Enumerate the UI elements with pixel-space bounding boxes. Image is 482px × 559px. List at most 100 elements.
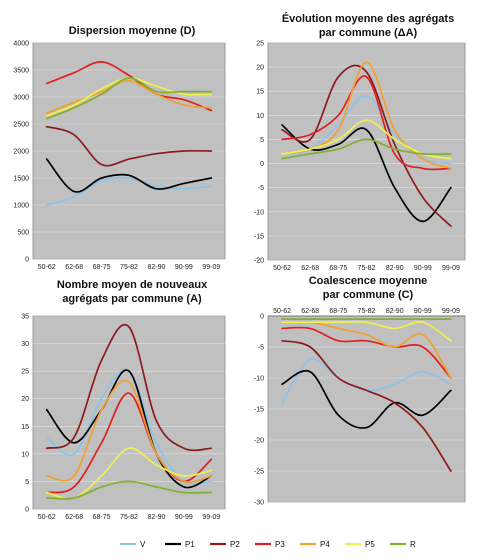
x-tick-label: 75-82 [120, 514, 138, 521]
y-tick-label: 30 [21, 341, 29, 348]
x-tick-label: 68-75 [329, 308, 347, 315]
x-tick-label: 99-09 [442, 265, 460, 272]
legend-label-v: V [140, 540, 146, 549]
y-tick-label: 0 [260, 161, 264, 168]
x-tick-label: 99-09 [202, 264, 220, 271]
x-tick-label: 68-75 [329, 265, 347, 272]
series-line-r [281, 138, 452, 160]
y-tick-label: -30 [254, 500, 264, 507]
series-line-p1 [45, 369, 213, 489]
y-tick-label: -20 [254, 258, 264, 265]
x-tick-label: 68-75 [93, 264, 111, 271]
series-line-p2 [45, 323, 213, 452]
x-tick-label: 75-82 [120, 264, 138, 271]
series-line-p2 [281, 64, 452, 228]
x-tick-label: 90-99 [175, 264, 193, 271]
x-tick-label: 82-90 [386, 308, 404, 315]
series-line-r [45, 480, 213, 500]
series-line-p3 [281, 75, 452, 171]
legend-label-p4: P4 [320, 540, 330, 549]
y-tick-label: 500 [17, 230, 29, 237]
y-tick-label: -5 [258, 345, 264, 352]
x-tick-label: 99-09 [442, 308, 460, 315]
x-tick-label: 50-62 [273, 308, 291, 315]
legend-label-p5: P5 [365, 540, 375, 549]
x-tick-label: 75-82 [358, 265, 376, 272]
x-tick-label: 75-82 [358, 308, 376, 315]
series-line-p2 [45, 125, 213, 167]
y-tick-label: 1000 [13, 203, 29, 210]
y-tick-label: 15 [256, 89, 264, 96]
x-tick-label: 62-68 [65, 514, 83, 521]
x-tick-label: 50-62 [273, 265, 291, 272]
x-tick-label: 90-99 [414, 265, 432, 272]
y-tick-label: 0 [25, 257, 29, 264]
y-tick-label: 5 [25, 479, 29, 486]
chart-title: Dispersion moyenne (D) [69, 25, 196, 37]
y-tick-label: 25 [256, 41, 264, 48]
y-tick-label: 0 [25, 507, 29, 514]
legend: V P1 P2 P3 P4 P5 R [120, 540, 416, 549]
legend-label-p3: P3 [275, 540, 285, 549]
x-tick-label: 62-68 [301, 265, 319, 272]
chart-title-line: agrégats par commune (A) [62, 293, 202, 305]
series-line-p1 [281, 369, 452, 429]
x-tick-label: 99-09 [202, 514, 220, 521]
y-tick-label: 20 [21, 396, 29, 403]
chart-panel-3: Nombre moyen de nouveaux agrégats par com… [21, 279, 226, 521]
y-tick-label: 35 [21, 314, 29, 321]
y-tick-label: -10 [254, 209, 264, 216]
series-line-p4 [45, 79, 213, 115]
y-tick-label: -5 [258, 185, 264, 192]
y-tick-label: 1500 [13, 176, 29, 183]
x-tick-label: 50-62 [38, 514, 56, 521]
legend-label-r: R [410, 540, 416, 549]
chart-title-line: Évolution moyenne des agrégats [282, 12, 454, 25]
chart-title: Coalescence moyenne par commune (C) [309, 275, 428, 301]
x-tick-label: 50-62 [38, 264, 56, 271]
y-tick-label: 25 [21, 369, 29, 376]
x-tick-label: 62-68 [65, 264, 83, 271]
chart-panel-1: Dispersion moyenne (D) 0 500 1000 1500 2000 25… [13, 25, 226, 271]
chart-title-line: par commune (ΔA) [319, 27, 418, 39]
y-tick-label: -25 [254, 469, 264, 476]
y-tick-label: -20 [254, 438, 264, 445]
series-line-p1 [45, 158, 213, 193]
series-line-p2 [281, 339, 452, 472]
y-tick-label: 3500 [13, 68, 29, 75]
x-tick-label: 82-90 [147, 514, 165, 521]
y-tick-label: 15 [21, 424, 29, 431]
series-line-p3 [45, 61, 213, 112]
y-tick-label: 3000 [13, 95, 29, 102]
legend-label-p2: P2 [230, 540, 240, 549]
y-tick-label: 0 [260, 314, 264, 321]
y-tick-label: -15 [254, 233, 264, 240]
chart-title-line: Nombre moyen de nouveaux [57, 279, 208, 291]
y-tick-label: 20 [256, 65, 264, 72]
chart-title: Évolution moyenne des agrégats par commun… [282, 12, 454, 39]
chart-panel-4: Coalescence moyenne par commune (C) -30 -25… [254, 275, 466, 507]
chart-title-line: Coalescence moyenne [309, 275, 428, 287]
x-tick-label: 90-99 [414, 308, 432, 315]
y-tick-label: 10 [256, 113, 264, 120]
series-line-p5 [281, 320, 452, 342]
x-tick-label: 68-75 [93, 514, 111, 521]
x-tick-label: 82-90 [386, 265, 404, 272]
y-tick-label: 5 [260, 137, 264, 144]
y-tick-label: 10 [21, 451, 29, 458]
series-line-v [45, 176, 213, 206]
legend-label-p1: P1 [185, 540, 195, 549]
y-tick-label: 2500 [13, 122, 29, 129]
y-tick-label: 4000 [13, 41, 29, 48]
y-tick-label: -15 [254, 407, 264, 414]
chart-title-line: par commune (C) [323, 289, 414, 301]
chart-title: Nombre moyen de nouveaux agrégats par com… [57, 279, 208, 305]
series-line-r [45, 77, 213, 120]
series-line-p3 [281, 326, 452, 379]
y-tick-label: 2000 [13, 149, 29, 156]
y-tick-label: -10 [254, 376, 264, 383]
series-line-p4 [45, 379, 213, 484]
x-tick-label: 90-99 [175, 514, 193, 521]
x-tick-label: 62-68 [301, 308, 319, 315]
